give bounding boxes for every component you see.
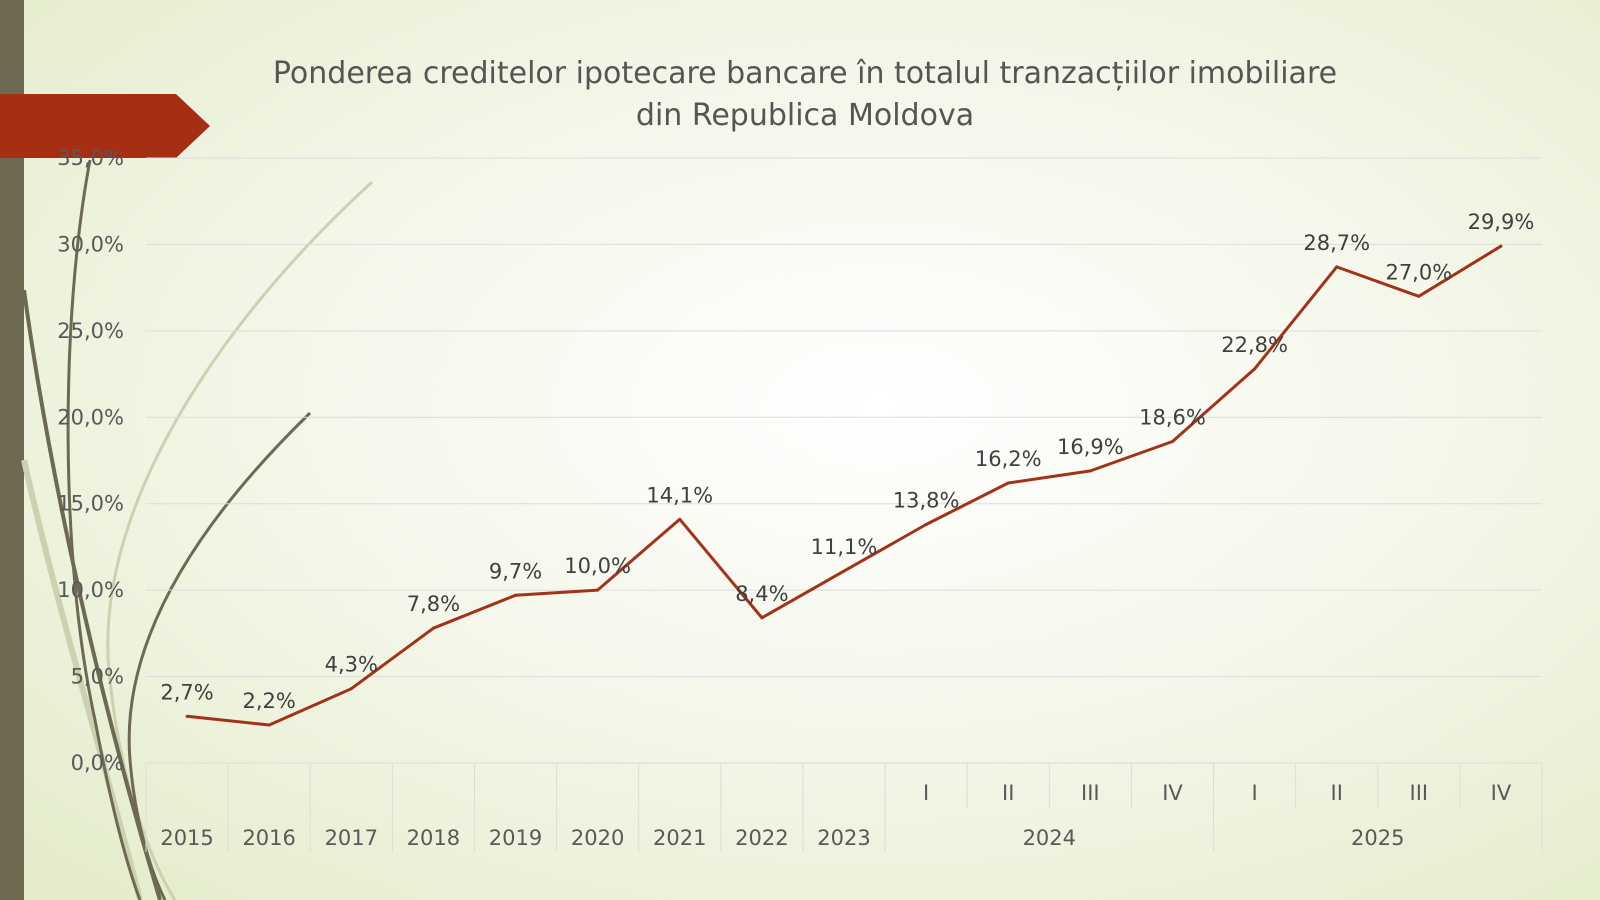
data-point: [185, 714, 189, 718]
gridlines: [146, 157, 1542, 764]
data-point: [267, 723, 271, 727]
accent-arrow-bar: [0, 94, 210, 158]
data-label: 28,7%: [1303, 231, 1370, 255]
y-tick-label: 15,0%: [57, 492, 124, 516]
x-tick-label: 2016: [242, 826, 295, 850]
data-point: [1499, 244, 1503, 248]
data-point: [1170, 439, 1174, 443]
data-label: 2,2%: [242, 689, 295, 713]
chart-title: Ponderea creditelor ipotecare bancare în…: [273, 56, 1337, 133]
data-label: 7,8%: [407, 592, 460, 616]
y-tick-label: 30,0%: [57, 232, 124, 256]
data-label: 13,8%: [893, 488, 960, 512]
y-tick-label: 25,0%: [57, 319, 124, 343]
data-point: [1253, 367, 1257, 371]
x-tick-label: III: [1410, 781, 1429, 805]
series-line-path: [186, 244, 1502, 727]
data-labels: 2,7% 2,2% 4,3% 7,8% 9,7% 10,0% 14,1% 8,4% 11,1% 1…: [160, 210, 1534, 713]
x-group-label: 2025: [1351, 826, 1404, 850]
data-point: [349, 687, 353, 691]
y-tick-label: 0,0%: [71, 751, 124, 775]
data-label: 2,7%: [160, 680, 213, 704]
data-point: [1335, 265, 1339, 269]
data-label: 16,2%: [975, 447, 1042, 471]
y-tick-label: 20,0%: [57, 405, 124, 429]
x-tick-label: 2021: [653, 826, 706, 850]
x-tick-label: 2019: [489, 826, 542, 850]
y-tick-label: 35,0%: [57, 146, 124, 170]
data-label: 11,1%: [811, 535, 878, 559]
decor-curve-light-1: [106, 180, 374, 900]
x-tick-label: II: [1002, 781, 1014, 805]
decor-curve-dark-3: [66, 159, 142, 900]
x-tick-label: 2023: [817, 826, 870, 850]
data-point: [924, 522, 928, 526]
data-point: [760, 616, 764, 620]
x-tick-label: IV: [1491, 781, 1512, 805]
series-line: [185, 244, 1503, 727]
y-axis: 0,0% 5,0% 10,0% 15,0% 20,0% 25,0% 30,0% 35,0%: [57, 146, 124, 775]
data-point: [842, 569, 846, 573]
x-tick-label: 2017: [325, 826, 378, 850]
x-tick-label: I: [923, 781, 929, 805]
data-label: 27,0%: [1385, 260, 1452, 284]
data-point: [1088, 469, 1092, 473]
data-label: 9,7%: [489, 559, 542, 583]
x-tick-label: 2018: [407, 826, 460, 850]
y-tick-label: 5,0%: [71, 665, 124, 689]
decor-curve-dark-2: [22, 289, 162, 900]
data-label: 10,0%: [564, 554, 631, 578]
x-tick-label: IV: [1162, 781, 1183, 805]
x-tick-label: I: [1251, 781, 1257, 805]
slide-decoration: [0, 0, 374, 900]
data-point: [1417, 294, 1421, 298]
x-tick-label: II: [1331, 781, 1343, 805]
x-tick-label: 2015: [160, 826, 213, 850]
chart-title-line-2: din Republica Moldova: [636, 98, 974, 133]
data-point: [514, 593, 518, 597]
x-tick-label: III: [1081, 781, 1100, 805]
data-point: [678, 517, 682, 521]
y-tick-label: 10,0%: [57, 578, 124, 602]
data-label: 16,9%: [1057, 435, 1124, 459]
data-point: [431, 626, 435, 630]
chart-title-line-1: Ponderea creditelor ipotecare bancare în…: [273, 56, 1337, 91]
x-tick-label: 2020: [571, 826, 624, 850]
decor-curve-light-2: [21, 459, 143, 900]
x-tick-label: 2022: [735, 826, 788, 850]
data-label: 29,9%: [1468, 210, 1535, 234]
data-label: 4,3%: [325, 653, 378, 677]
data-point: [1006, 481, 1010, 485]
x-group-label: 2024: [1023, 826, 1076, 850]
data-label: 18,6%: [1139, 405, 1206, 429]
data-label: 22,8%: [1221, 333, 1288, 357]
data-point: [596, 588, 600, 592]
data-label: 8,4%: [735, 582, 788, 606]
data-label: 14,1%: [646, 483, 713, 507]
